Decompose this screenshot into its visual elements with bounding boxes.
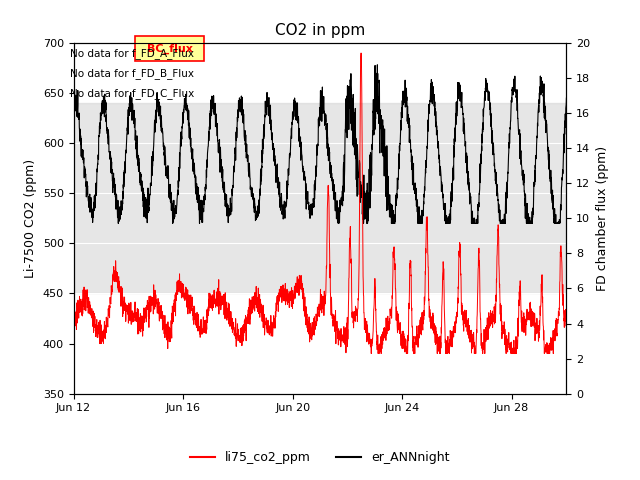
Legend: li75_co2_ppm, er_ANNnight: li75_co2_ppm, er_ANNnight xyxy=(186,446,454,469)
Text: No data for f_FD_C_Flux: No data for f_FD_C_Flux xyxy=(70,88,195,99)
Y-axis label: FD chamber flux (ppm): FD chamber flux (ppm) xyxy=(596,146,609,291)
Bar xyxy=(74,103,566,293)
Text: No data for f_FD_B_Flux: No data for f_FD_B_Flux xyxy=(70,68,195,79)
FancyBboxPatch shape xyxy=(135,36,204,61)
Text: No data for f_FD_A_Flux: No data for f_FD_A_Flux xyxy=(70,48,195,59)
Title: CO2 in ppm: CO2 in ppm xyxy=(275,23,365,38)
Text: BC_flux: BC_flux xyxy=(147,43,193,54)
Y-axis label: Li-7500 CO2 (ppm): Li-7500 CO2 (ppm) xyxy=(24,159,37,278)
